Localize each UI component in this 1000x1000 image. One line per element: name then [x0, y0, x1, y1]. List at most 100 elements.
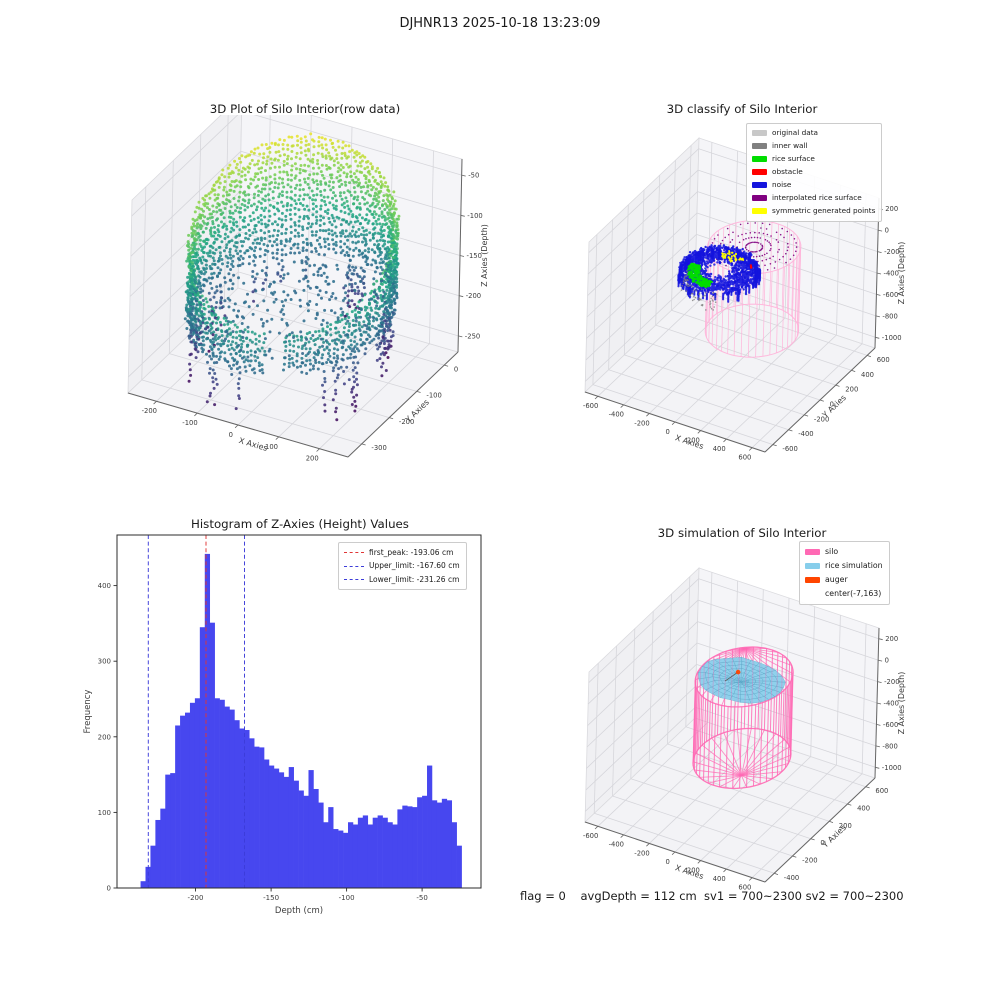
legend-swatch-icon — [752, 130, 767, 137]
svg-text:-600: -600 — [782, 445, 797, 453]
svg-text:-600: -600 — [883, 291, 898, 299]
svg-text:200: 200 — [306, 455, 319, 463]
legend-label: inner wall — [772, 140, 808, 150]
legend-dash-line-icon — [344, 565, 364, 567]
svg-text:-600: -600 — [583, 402, 598, 410]
legend-label: rice surface — [772, 153, 815, 163]
hist-frame — [116, 534, 482, 889]
legend-label: symmetric generated points — [772, 205, 876, 215]
figure-suptitle: DJHNR13 2025-10-18 13:23:09 — [399, 16, 601, 31]
tick-labels: -600-400-2000200400600-600-400-200020040… — [583, 205, 902, 461]
auger-marker — [724, 669, 741, 682]
svg-text:-200: -200 — [399, 418, 414, 426]
pane-grid — [128, 115, 462, 449]
tick-labels: -200 -100 0 100 200 -300 -200 -100 0 -250 -200 -150… — [142, 172, 483, 463]
legend-label: original data — [772, 128, 819, 137]
pane-walls — [127, 115, 463, 458]
legend-swatch-icon — [752, 156, 767, 163]
hist-bars — [140, 553, 462, 888]
svg-text:-100: -100 — [467, 212, 482, 220]
legend-item: Lower_limit: -231.26 cm — [344, 573, 460, 586]
tick-labels: -600-400-2000200400600-400-2000200400600… — [583, 635, 902, 891]
classify3d-plot: -600-400-2000200400600-600-400-200020040… — [583, 137, 906, 462]
svg-text:-400: -400 — [798, 430, 813, 438]
svg-text:-200: -200 — [814, 415, 829, 423]
legend-label: auger — [825, 574, 848, 584]
legend-swatch-icon — [752, 143, 767, 150]
sim3d-legend: silo rice simulation auger center(-7,163) — [799, 541, 890, 605]
legend-item: auger — [805, 573, 883, 587]
svg-text:200: 200 — [845, 386, 858, 394]
status-footer: flag = 0 avgDepth = 112 cm sv1 = 700~230… — [520, 889, 904, 903]
histogram-legend: first_peak: -193.06 cm Upper_limit: -167.… — [338, 542, 467, 591]
svg-text:-400: -400 — [609, 411, 624, 419]
svg-text:200: 200 — [687, 436, 700, 444]
inner-wall-dots — [680, 267, 718, 311]
legend-item: first_peak: -193.06 cm — [344, 546, 460, 559]
svg-text:-250: -250 — [465, 332, 480, 340]
legend-item: interpolated rice surface — [752, 192, 875, 205]
legend-item: obstacle — [752, 166, 875, 179]
svg-text:400: 400 — [713, 445, 726, 453]
rice-surface-arc — [686, 262, 713, 289]
svg-text:-800: -800 — [882, 312, 897, 320]
svg-text:Z Axies (Depth): Z Axies (Depth) — [480, 224, 489, 287]
raw3d-plot: -200 -100 0 100 200 -300 -200 -100 0 -250 -200 -150… — [127, 115, 489, 463]
legend-item: noise — [752, 179, 875, 192]
svg-text:Y Axies: Y Axies — [403, 398, 431, 425]
legend-label: noise — [772, 179, 792, 189]
legend-item: rice simulation — [805, 559, 883, 573]
legend-dash-line-icon — [344, 578, 364, 580]
legend-label: rice simulation — [825, 560, 883, 570]
legend-swatch-icon — [805, 576, 820, 583]
hist-vlines — [147, 535, 245, 888]
classify3d-legend: original data inner wall rice surface obsta… — [746, 123, 883, 222]
svg-text:-400: -400 — [884, 270, 899, 278]
svg-text:-300: -300 — [371, 444, 386, 452]
legend-label: Lower_limit: -231.26 cm — [369, 574, 460, 584]
legend-label: interpolated rice surface — [772, 192, 862, 202]
legend-label: first_peak: -193.06 cm — [369, 548, 454, 557]
svg-text:-50: -50 — [468, 172, 479, 180]
legend-swatch-icon — [752, 169, 767, 176]
legend-item: rice surface — [752, 153, 875, 166]
svg-text:0: 0 — [830, 401, 834, 409]
svg-text:-200: -200 — [634, 419, 649, 427]
sim3d-plot: -600-400-2000200400600-400-2000200400600… — [583, 567, 906, 892]
svg-text:-1000: -1000 — [882, 334, 902, 342]
silo-front-lines — [692, 646, 794, 789]
legend-label: obstacle — [772, 166, 803, 176]
svg-text:Z Axies (Depth): Z Axies (Depth) — [897, 242, 906, 305]
svg-text:-200: -200 — [466, 292, 481, 300]
legend-label: Upper_limit: -167.60 cm — [369, 561, 460, 571]
svg-text:-100: -100 — [182, 419, 197, 427]
svg-text:0: 0 — [454, 365, 458, 373]
legend-swatch-icon — [752, 195, 767, 202]
svg-text:Y Axies: Y Axies — [820, 393, 848, 420]
obstacle-dots — [749, 264, 753, 269]
legend-item: center(-7,163) — [805, 587, 883, 601]
svg-text:600: 600 — [877, 356, 890, 364]
legend-label: silo — [825, 547, 839, 556]
svg-text:-150: -150 — [467, 252, 482, 260]
svg-text:-200: -200 — [142, 407, 157, 415]
svg-text:400: 400 — [861, 371, 874, 379]
legend-swatch-icon — [805, 562, 820, 569]
svg-text:-100: -100 — [426, 392, 441, 400]
legend-item: symmetric generated points — [752, 205, 875, 218]
svg-text:X Axies: X Axies — [238, 436, 269, 453]
hist-axis-labels: Depth (cm)Frequency — [83, 690, 323, 915]
legend-swatch-icon — [805, 548, 820, 555]
point-cloud — [183, 132, 401, 422]
legend-item: silo — [805, 545, 883, 559]
legend-swatch-icon — [752, 182, 767, 189]
legend-dash-line-icon — [344, 552, 364, 554]
svg-text:600: 600 — [738, 454, 751, 462]
legend-label: center(-7,163) — [825, 588, 882, 598]
legend-item: original data — [752, 127, 875, 140]
rice-simulation-mesh — [697, 656, 786, 704]
classify3d-title: 3D classify of Silo Interior — [666, 102, 818, 116]
